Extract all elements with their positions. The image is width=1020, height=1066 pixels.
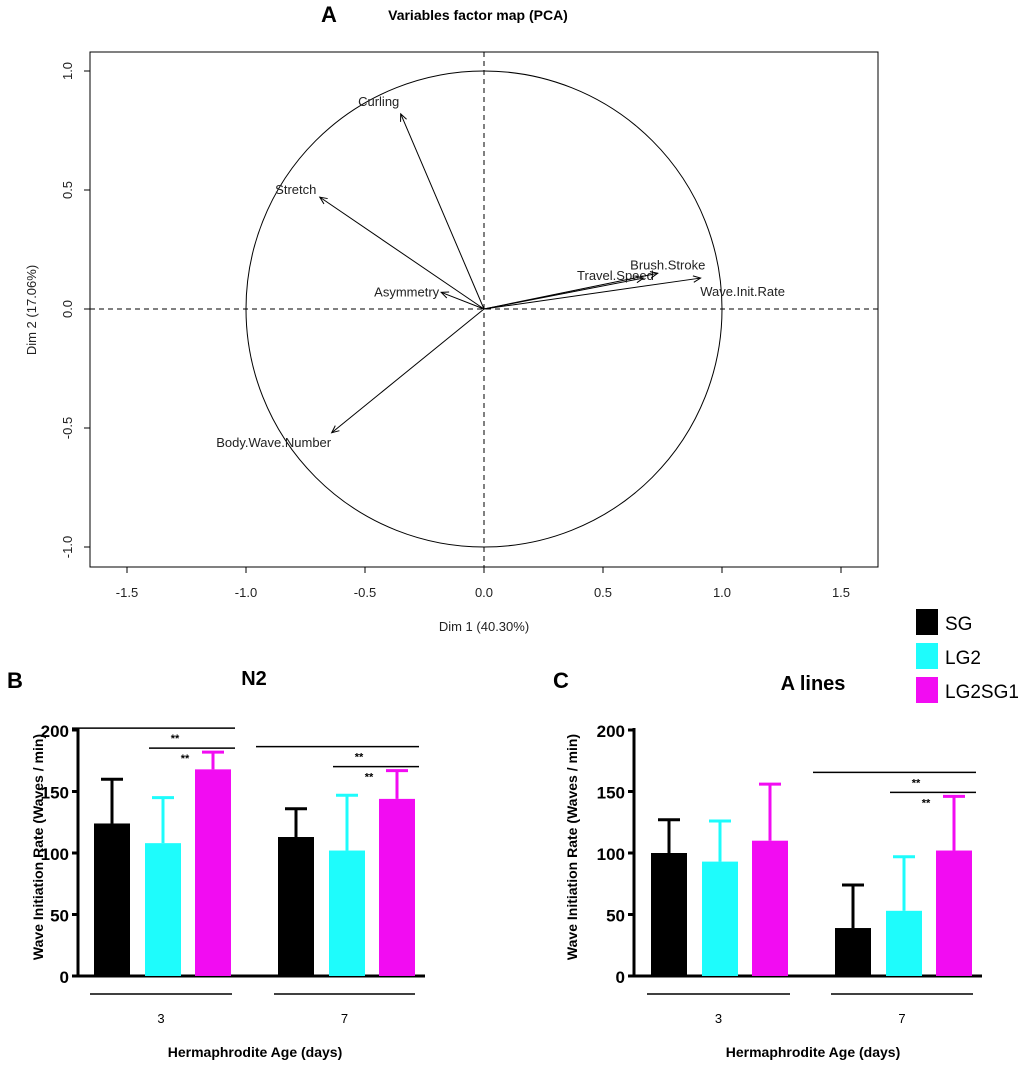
n2-bar-sg-7 [278, 837, 314, 976]
a-lines-category-label-3: 3 [715, 1011, 722, 1026]
pca-y-tick-label: 0.0 [60, 300, 75, 318]
n2-bar-lg2sg1-3 [195, 769, 231, 976]
pca-arrowhead-wave-init-rate [692, 275, 702, 283]
pca-vector-body-wave-number [331, 308, 485, 434]
pca-vector-asymmetry [440, 291, 485, 310]
a-lines-bar-sg-3 [651, 853, 687, 976]
a-lines-bar-lg2sg1-3 [752, 840, 788, 976]
a-lines-category-label-7: 7 [898, 1011, 905, 1026]
n2-significance-label-3-lg2: ** [181, 753, 190, 765]
n2-y-axis-label: Wave Initiation Rate (Waves / min) [30, 734, 46, 960]
pca-vector-label-stretch: Stretch [275, 182, 316, 197]
pca-arrowhead-stretch [318, 196, 328, 205]
pca-vector-stretch [319, 196, 485, 310]
n2-title: N2 [241, 668, 267, 690]
n2-category-label-7: 7 [341, 1011, 348, 1026]
pca-title: Variables factor map (PCA) [388, 7, 568, 23]
a-lines-bar-lg2-3 [702, 861, 738, 976]
legend-swatch-lg2sg1 [916, 677, 938, 703]
a-lines-significance-label-7-lg2: ** [922, 797, 931, 809]
n2-y-tick-label: 50 [50, 907, 69, 926]
pca-y-tick-label: 0.5 [60, 181, 75, 199]
pca-x-tick-label: 0.0 [475, 585, 493, 600]
pca-x-tick-label: -1.0 [235, 585, 257, 600]
n2-bar-lg2sg1-7 [379, 798, 415, 976]
pca-vector-label-brush-stroke: Brush.Stroke [630, 257, 705, 272]
n2-y-tick-label: 150 [41, 784, 69, 803]
pca-arrowhead-body-wave-number [330, 425, 340, 434]
n2-significance-label-7-lg2: ** [365, 772, 374, 784]
a-lines-bar-lg2sg1-7 [936, 850, 972, 976]
pca-panel: A Variables factor map (PCA) -1.5 -1.0 -0.… [24, 2, 879, 634]
a-lines-y-axis-label: Wave Initiation Rate (Waves / min) [564, 734, 580, 960]
a-lines-y-tick-label: 150 [597, 784, 625, 803]
a-lines-y-tick-label: 0 [616, 968, 625, 987]
pca-y-tick-label: -0.5 [60, 417, 75, 439]
legend: SG LG2 LG2SG1 [916, 609, 1019, 703]
a-lines-y-tick-label: 50 [606, 907, 625, 926]
pca-vector-label-travel-speed: Travel.Speed [577, 268, 654, 283]
legend-label-sg: SG [945, 614, 972, 635]
pca-vector-label-curling: Curling [358, 94, 399, 109]
n2-bar-lg2-7 [329, 850, 365, 976]
n2-category-label-3: 3 [157, 1011, 164, 1026]
a-lines-y-tick-label: 200 [597, 722, 625, 741]
pca-x-tick-label: 1.0 [713, 585, 731, 600]
legend-label-lg2sg1: LG2SG1 [945, 682, 1019, 703]
n2-significance-label-3-sg: ** [171, 733, 180, 745]
n2-significance-label-7-sg: ** [355, 752, 364, 764]
n2-y-tick-label: 100 [41, 845, 69, 864]
pca-unit-circle [245, 70, 723, 548]
pca-vector-curling [400, 113, 485, 310]
pca-x-axis-label: Dim 1 (40.30%) [439, 619, 529, 634]
pca-vector-wave-init-rate [483, 277, 701, 310]
pca-x-tick-label: -0.5 [354, 585, 376, 600]
n2-bar-sg-3 [94, 823, 130, 976]
n2-y-tick-label: 200 [41, 722, 69, 741]
legend-swatch-lg2 [916, 643, 938, 669]
a-lines-title: A lines [781, 673, 846, 695]
pca-arrowhead-brush-stroke [649, 271, 659, 279]
a-lines-x-axis-label: Hermaphrodite Age (days) [726, 1044, 901, 1060]
pca-x-tick-label: 0.5 [594, 585, 612, 600]
pca-vector-label-asymmetry: Asymmetry [374, 284, 440, 299]
pca-vector-label-body-wave-number: Body.Wave.Number [216, 435, 332, 450]
panel-a-letter: A [321, 2, 337, 27]
legend-label-lg2: LG2 [945, 648, 981, 669]
pca-y-axis-label: Dim 2 (17.06%) [24, 265, 39, 355]
pca-x-tick-label: -1.5 [116, 585, 138, 600]
n2-bar-lg2-3 [145, 843, 181, 976]
panel-c-letter: C [553, 668, 569, 693]
n2-x-axis-label: Hermaphrodite Age (days) [168, 1044, 343, 1060]
pca-arrowhead-curling [400, 112, 407, 122]
a-lines-panel: C A lines 0 50 100 150 200 3 7 **** Hermaphrodi… [553, 668, 982, 1060]
n2-y-tick-label: 0 [60, 968, 69, 987]
pca-vector-label-wave-init-rate: Wave.Init.Rate [700, 284, 785, 299]
pca-vector-brush-stroke [483, 272, 658, 310]
pca-y-tick-label: -1.0 [60, 536, 75, 558]
legend-swatch-sg [916, 609, 938, 635]
a-lines-significance-label-7-sg: ** [912, 777, 921, 789]
panel-b-letter: B [7, 668, 23, 693]
a-lines-bar-lg2-7 [886, 910, 922, 976]
a-lines-y-tick-label: 100 [597, 845, 625, 864]
pca-y-tick-label: 1.0 [60, 62, 75, 80]
pca-arrowhead-asymmetry [440, 291, 450, 299]
a-lines-bar-sg-7 [835, 928, 871, 976]
pca-x-tick-label: 1.5 [832, 585, 850, 600]
